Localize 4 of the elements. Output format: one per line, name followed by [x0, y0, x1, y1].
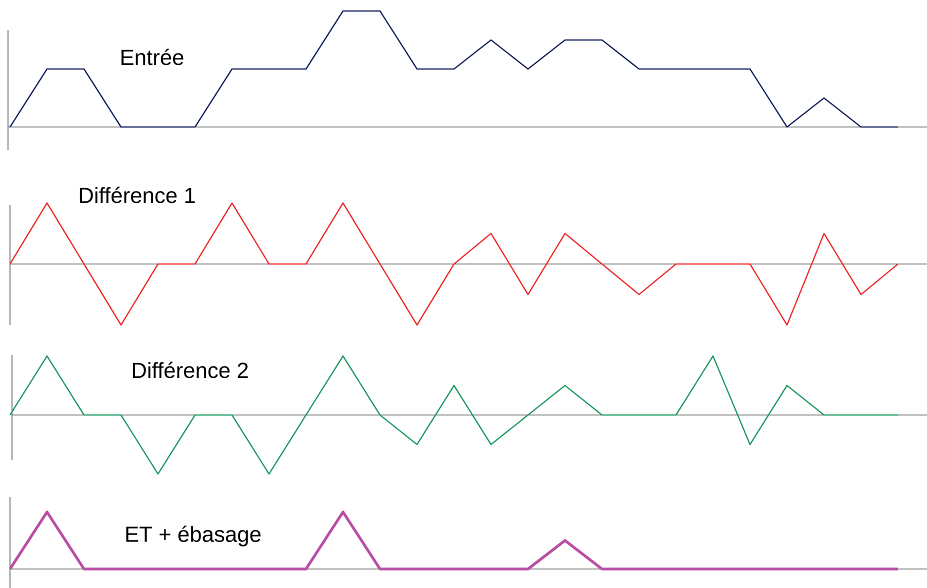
- text: ET + ébasage: [126, 526, 261, 546]
- chart-title: Différence 1: [80, 186, 195, 204]
- text: Entrée: [122, 48, 184, 66]
- chart-title: Différence 2: [132, 362, 248, 378]
